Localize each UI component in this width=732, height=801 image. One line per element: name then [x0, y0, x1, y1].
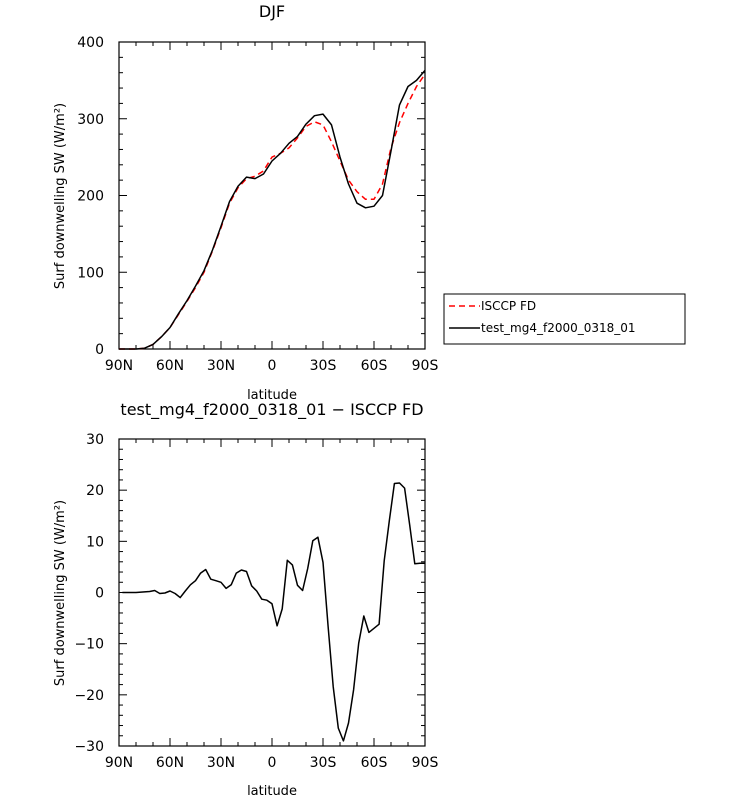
y-tick-label: 10 [86, 534, 104, 550]
bottom-chart-x-tick-labels: 90N 60N 30N 0 30S 60S 90S [105, 755, 439, 771]
bottom-chart-x-label: latitude [247, 784, 297, 799]
bottom-chart-y-label: Surf downwelling SW (W/m²) [53, 500, 68, 686]
x-tick-label: 30S [310, 358, 337, 374]
x-tick-label: 0 [268, 358, 277, 374]
y-tick-label: 400 [77, 35, 104, 51]
y-tick-label: 300 [77, 112, 104, 128]
x-tick-label: 60N [156, 358, 184, 374]
y-tick-label: 30 [86, 432, 104, 448]
legend-label-test: test_mg4_f2000_0318_01 [481, 321, 636, 335]
y-tick-label: 0 [95, 586, 104, 602]
y-tick-label: −30 [74, 739, 104, 755]
x-tick-label: 60S [361, 755, 388, 771]
x-tick-label: 90S [412, 755, 439, 771]
bottom-chart-y-tick-labels: −30 −20 −10 0 10 20 30 [74, 432, 104, 755]
x-tick-label: 90S [412, 358, 439, 374]
bottom-chart: test_mg4_f2000_0318_01 − ISCCP FD 90N 60N… [53, 400, 438, 799]
y-tick-label: 0 [95, 342, 104, 358]
series-line-2 [119, 69, 426, 350]
x-tick-label: 90N [105, 358, 133, 374]
x-tick-label: 30N [207, 358, 235, 374]
x-tick-label: 90N [105, 755, 133, 771]
top-chart-title: DJF [259, 2, 285, 21]
bottom-chart-title: test_mg4_f2000_0318_01 − ISCCP FD [120, 400, 423, 420]
y-tick-label: −10 [74, 637, 104, 653]
top-chart-frame [118, 41, 426, 350]
x-tick-label: 0 [268, 755, 277, 771]
legend-box [443, 293, 686, 345]
legend: ISCCP FD test_mg4_f2000_0318_01 [443, 293, 686, 345]
y-tick-label: 100 [77, 265, 104, 281]
series-line-1 [122, 482, 425, 742]
top-chart-x-tick-labels: 90N 60N 30N 0 30S 60S 90S [105, 358, 439, 374]
top-chart: DJF 90N 60N 30N 0 30S 60S 90S 0 100 200 300 400 la… [53, 2, 438, 403]
top-chart-ticks [118, 41, 426, 350]
top-chart-series [119, 69, 426, 350]
bottom-chart-ticks [118, 438, 426, 747]
x-tick-label: 60N [156, 755, 184, 771]
top-chart-x-label: latitude [247, 388, 297, 403]
top-chart-y-tick-labels: 0 100 200 300 400 [77, 35, 104, 358]
x-tick-label: 60S [361, 358, 388, 374]
top-chart-y-label: Surf downwelling SW (W/m²) [53, 103, 68, 289]
bottom-chart-series [122, 482, 425, 742]
y-tick-label: 20 [86, 483, 104, 499]
x-tick-label: 30S [310, 755, 337, 771]
x-tick-label: 30N [207, 755, 235, 771]
y-tick-label: 200 [77, 189, 104, 205]
y-tick-label: −20 [74, 688, 104, 704]
legend-label-isccp: ISCCP FD [481, 299, 536, 313]
series-line-1 [119, 73, 426, 350]
